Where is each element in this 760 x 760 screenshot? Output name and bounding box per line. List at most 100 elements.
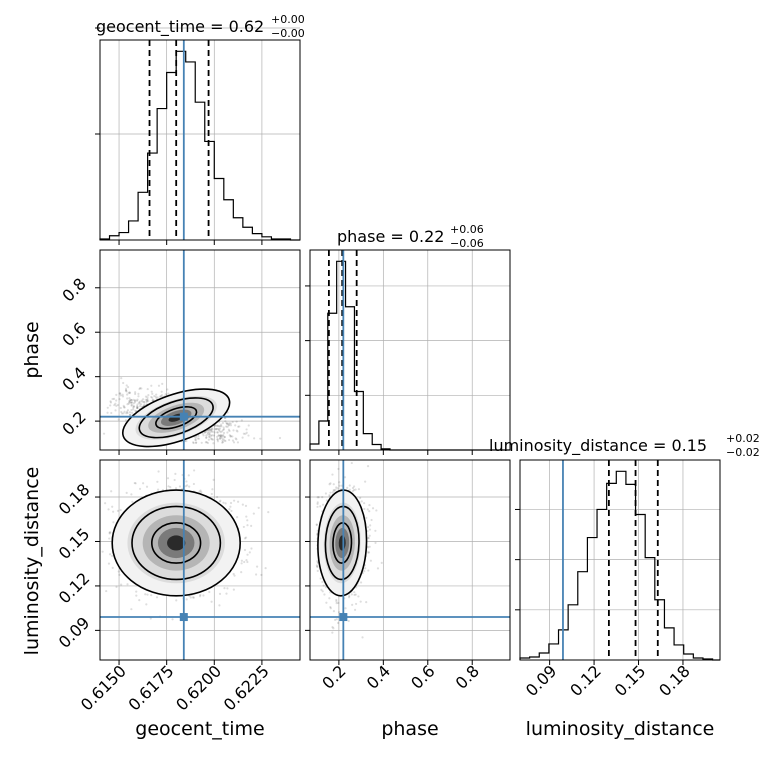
sample-point: [132, 405, 135, 408]
sample-point: [146, 593, 149, 596]
sample-point: [115, 404, 118, 407]
sample-point: [316, 502, 319, 505]
sample-point: [226, 422, 229, 425]
sample-point: [110, 490, 113, 493]
sample-point: [125, 384, 128, 387]
sample-point: [102, 432, 106, 435]
title-luminosity-distance-plus: +0.02: [726, 432, 760, 445]
joint-panel-geocent_time-vs-phase: 0.2 0.4 0.6 0.8: [58, 249, 301, 455]
sample-point: [111, 505, 114, 508]
sample-point: [338, 481, 341, 484]
sample-point: [156, 488, 160, 491]
sample-point: [259, 437, 262, 440]
sample-point: [131, 500, 134, 503]
sample-point: [211, 427, 214, 431]
sample-point: [107, 562, 111, 565]
sample-point: [111, 397, 114, 401]
sample-point: [113, 403, 116, 407]
sample-point: [328, 597, 331, 600]
sample-point: [157, 384, 161, 387]
sample-point: [316, 569, 319, 573]
sample-point: [195, 441, 198, 444]
sample-point: [222, 428, 225, 432]
sample-point: [205, 430, 208, 433]
sample-point: [121, 395, 125, 398]
sample-point: [360, 500, 363, 503]
sample-point: [157, 470, 160, 473]
sample-point: [367, 526, 370, 529]
sample-point: [156, 396, 159, 399]
sample-point: [237, 425, 240, 428]
sample-point: [117, 570, 120, 573]
sample-point: [221, 435, 224, 438]
sample-point: [316, 565, 319, 568]
sample-point: [264, 567, 267, 570]
sample-point: [260, 573, 263, 577]
sample-point: [135, 405, 139, 408]
sample-point: [139, 403, 143, 406]
sample-point: [126, 583, 129, 586]
contour-line: [138, 397, 214, 439]
sample-point: [215, 424, 219, 427]
sample-point: [221, 439, 224, 442]
x-tick-label-geocent_time: 0.6150: [77, 661, 130, 714]
sample-point: [228, 438, 231, 442]
sample-point: [127, 402, 130, 405]
sample-point: [224, 420, 227, 423]
sample-point: [210, 600, 213, 603]
sample-point: [367, 536, 370, 539]
marginal-panel-phase: [305, 249, 511, 455]
sample-point: [144, 398, 147, 401]
sample-point: [210, 430, 213, 433]
sample-point: [155, 397, 158, 400]
sample-point: [210, 428, 213, 431]
sample-point: [191, 596, 195, 599]
sample-point: [333, 489, 336, 492]
sample-point: [245, 515, 248, 518]
sample-point: [133, 401, 137, 404]
sample-point: [241, 436, 244, 439]
sample-point: [192, 596, 195, 599]
x-tick-label-phase: 0.4: [363, 661, 394, 692]
y-tick-label-luminosity_distance: 0.09: [55, 613, 94, 652]
sample-point: [136, 406, 139, 410]
sample-point: [368, 545, 371, 548]
sample-point: [229, 422, 232, 425]
sample-point: [216, 424, 219, 427]
sample-point: [329, 605, 332, 609]
sample-point: [316, 560, 319, 563]
title-geocent-time-plus: +0.00: [271, 13, 305, 26]
sample-point: [216, 435, 219, 439]
sample-point: [216, 438, 219, 441]
sample-point: [354, 602, 358, 606]
sample-point: [361, 636, 364, 639]
sample-point: [219, 434, 222, 438]
sample-point: [188, 485, 191, 488]
sample-point: [126, 385, 130, 389]
sample-point: [315, 564, 318, 567]
sample-point: [128, 399, 131, 402]
sample-point: [130, 404, 133, 407]
sample-point: [243, 537, 247, 540]
sample-point: [171, 618, 174, 621]
sample-point: [316, 565, 319, 568]
sample-point: [374, 529, 377, 532]
sample-point: [155, 596, 159, 599]
sample-point: [207, 435, 211, 438]
sample-point: [366, 546, 370, 549]
sample-point: [222, 434, 225, 437]
marginal-panel-luminosity_distance: 0.09 0.12 0.15 0.18: [515, 459, 721, 700]
sample-point: [366, 465, 370, 468]
sample-point: [200, 491, 203, 494]
sample-point: [222, 431, 226, 435]
sample-point: [225, 421, 228, 425]
sample-point: [234, 437, 237, 440]
x-tick-label-luminosity_distance: 0.09: [522, 661, 561, 700]
sample-point: [321, 590, 324, 593]
title-phase-minus: −0.06: [450, 237, 484, 250]
sample-point: [225, 592, 228, 595]
sample-point: [257, 506, 260, 509]
panel-frame: [99, 459, 301, 661]
sample-point: [212, 442, 215, 445]
sample-point: [112, 397, 116, 400]
